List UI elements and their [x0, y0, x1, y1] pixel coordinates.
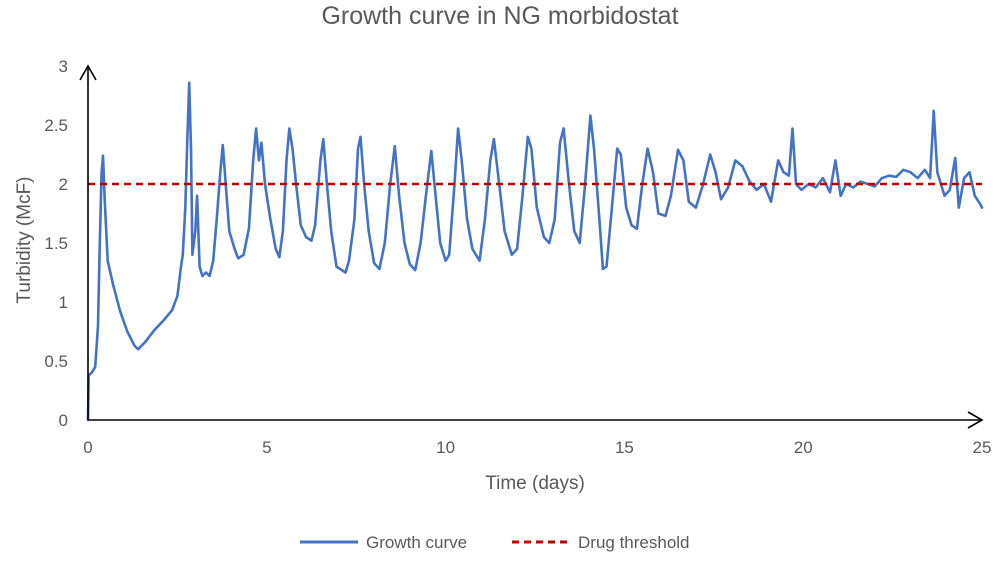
- legend-label-drug-threshold: Drug threshold: [578, 533, 690, 552]
- y-tick-label: 3: [59, 57, 68, 76]
- legend: Growth curve Drug threshold: [300, 533, 690, 552]
- chart-title: Growth curve in NG morbidostat: [321, 2, 678, 30]
- y-axis-arrow: [79, 64, 97, 81]
- x-tick-label: 20: [794, 438, 813, 457]
- y-tick-label: 0.5: [44, 352, 68, 371]
- tick-labels: 0 5 10 15 20 25 0 0.5 1 1.5 2 2.5 3: [44, 57, 991, 457]
- y-axis-title: Turbidity (McF): [14, 176, 35, 303]
- legend-label-growth-curve: Growth curve: [366, 533, 467, 552]
- y-tick-label: 2.5: [44, 116, 68, 135]
- x-tick-label: 25: [973, 438, 992, 457]
- x-tick-label: 15: [615, 438, 634, 457]
- axes: [79, 64, 984, 429]
- plot-series: [86, 81, 984, 422]
- x-tick-label: 5: [262, 438, 271, 457]
- x-tick-label: 10: [436, 438, 455, 457]
- y-tick-label: 0: [59, 411, 68, 430]
- y-tick-label: 1: [59, 293, 68, 312]
- x-axis-title: Time (days): [485, 473, 585, 494]
- series-line-growth-curve: [86, 81, 984, 422]
- x-tick-label: 0: [83, 438, 92, 457]
- y-tick-label: 2: [59, 175, 68, 194]
- x-axis-arrow: [967, 411, 984, 429]
- y-tick-label: 1.5: [44, 234, 68, 253]
